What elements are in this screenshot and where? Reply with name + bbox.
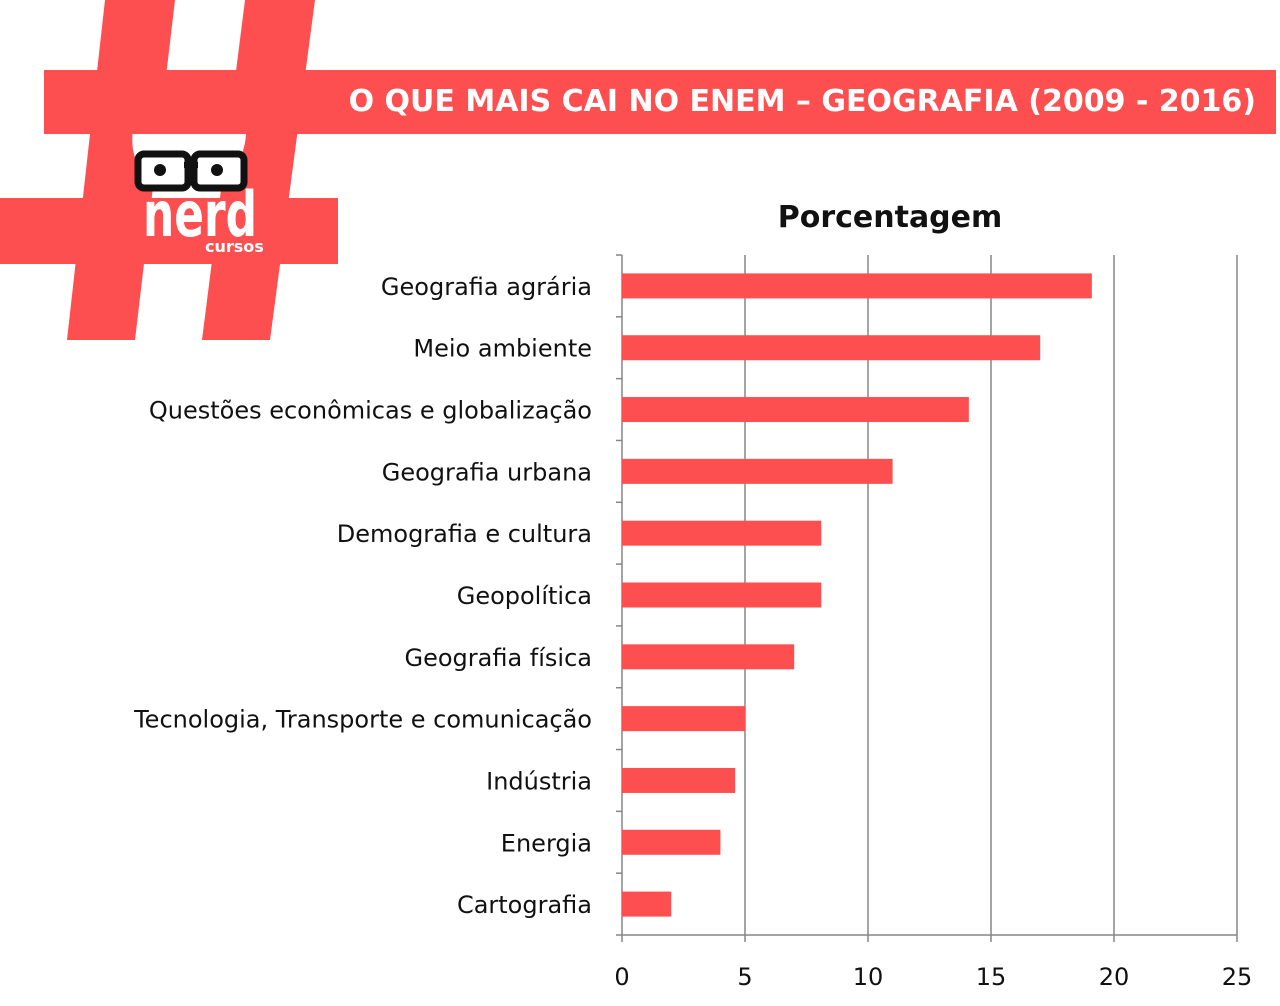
category-label: Indústria xyxy=(486,767,592,795)
category-label: Cartografia xyxy=(457,891,592,919)
category-label: Geografia física xyxy=(405,644,593,672)
chart-title: Porcentagem xyxy=(778,200,1003,235)
bar xyxy=(622,520,822,546)
bar xyxy=(622,644,795,670)
bar xyxy=(622,829,721,855)
x-tick-label: 0 xyxy=(614,963,629,991)
bar xyxy=(622,582,822,608)
x-tick-label: 20 xyxy=(1099,963,1130,991)
category-label: Geopolítica xyxy=(457,582,592,610)
bar xyxy=(622,397,969,423)
bar xyxy=(622,706,745,732)
bar xyxy=(622,335,1041,361)
logo-sub: cursos xyxy=(205,237,264,256)
x-tick-label: 10 xyxy=(853,963,884,991)
category-label: Tecnologia, Transporte e comunicação xyxy=(133,706,592,734)
x-tick-label: 5 xyxy=(737,963,752,991)
category-label: Geografia agrária xyxy=(381,273,592,301)
bar xyxy=(622,767,736,793)
category-label: Meio ambiente xyxy=(413,335,592,363)
bar xyxy=(622,273,1092,299)
x-axis-ticks: 0 5 10 15 20 25 xyxy=(614,963,1252,991)
x-tick-label: 25 xyxy=(1222,963,1253,991)
category-label: Geografia urbana xyxy=(382,458,592,486)
title-banner: O QUE MAIS CAI NO ENEM – GEOGRAFIA (2009… xyxy=(44,70,1276,134)
category-label: Questões econômicas e globalização xyxy=(149,397,592,425)
bar xyxy=(622,891,672,917)
category-labels: Geografia agrária Meio ambiente Questões e… xyxy=(133,273,592,919)
category-label: Energia xyxy=(501,829,592,857)
category-label: Demografia e cultura xyxy=(337,520,592,548)
bar xyxy=(622,458,893,484)
chart-bars xyxy=(622,273,1092,917)
page-title: O QUE MAIS CAI NO ENEM – GEOGRAFIA (2009… xyxy=(348,84,1256,119)
logo-brand: nerd xyxy=(143,178,257,251)
x-tick-label: 15 xyxy=(976,963,1007,991)
